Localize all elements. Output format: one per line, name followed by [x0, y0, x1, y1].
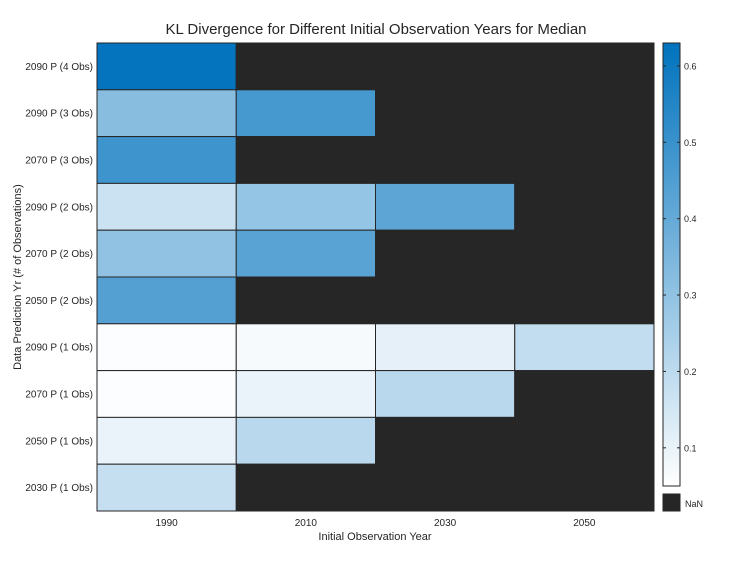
- x-tick-label: 1990: [156, 518, 179, 529]
- heatmap-cell-nan: [375, 463, 516, 512]
- heatmap-cell-nan: [514, 89, 655, 138]
- heatmap-cell: [96, 323, 237, 372]
- heatmap-cell-nan: [514, 182, 655, 231]
- heatmap-cell-nan: [514, 276, 655, 325]
- colorbar-tick-label: 0.5: [684, 138, 697, 148]
- heatmap-cell: [235, 229, 376, 278]
- heatmap-cell: [96, 42, 237, 91]
- heatmap-cell: [514, 323, 655, 372]
- heatmap-cell-nan: [514, 136, 655, 184]
- heatmap-cell: [96, 463, 237, 512]
- colorbar-tick-label: 0.2: [684, 367, 697, 377]
- heatmap-cell: [235, 370, 376, 418]
- heatmap-cell-nan: [375, 89, 516, 138]
- heatmap-cell: [235, 416, 376, 465]
- colorbar-tick-label: 0.4: [684, 214, 697, 224]
- colorbar-tick-label: 0.1: [684, 443, 697, 453]
- heatmap-cell-nan: [514, 463, 655, 512]
- heatmap-cell-nan: [235, 136, 376, 184]
- heatmap-cell: [375, 370, 516, 418]
- heatmap-cell: [235, 323, 376, 372]
- heatmap-cell-nan: [235, 463, 376, 512]
- y-tick-label: 2090 P (4 Obs): [25, 62, 93, 73]
- heatmap-cell: [375, 182, 516, 231]
- heatmap-cell-nan: [514, 416, 655, 465]
- heatmap-cell-nan: [375, 229, 516, 278]
- y-tick-label: 2030 P (1 Obs): [25, 483, 93, 494]
- nan-legend-label: NaN: [685, 499, 703, 509]
- y-axis-label: Data Prediction Yr (# of Observations): [12, 184, 24, 370]
- y-tick-label: 2090 P (3 Obs): [25, 109, 93, 120]
- heatmap-cell: [96, 89, 237, 138]
- heatmap-cell: [235, 182, 376, 231]
- heatmap-cell-nan: [375, 136, 516, 184]
- nan-legend-swatch: [662, 493, 681, 512]
- heatmap-cell: [96, 182, 237, 231]
- heatmap-cell: [375, 323, 516, 372]
- heatmap-cells: [96, 42, 655, 512]
- chart-title: KL Divergence for Different Initial Obse…: [165, 21, 586, 38]
- y-tick-label: 2090 P (2 Obs): [25, 202, 93, 213]
- x-axis-tick-labels: 1990 2010 2030 2050: [156, 518, 596, 529]
- colorbar: [662, 42, 681, 487]
- y-axis-tick-labels: 2090 P (4 Obs) 2090 P (3 Obs) 2070 P (3 Ob…: [25, 62, 93, 494]
- colorbar-tick-label: 0.6: [684, 61, 697, 71]
- y-tick-label: 2070 P (3 Obs): [25, 156, 93, 167]
- y-tick-label: 2090 P (1 Obs): [25, 343, 93, 354]
- heatmap-cell-nan: [375, 276, 516, 325]
- colorbar-tick-label: 0.3: [684, 291, 697, 301]
- y-tick-label: 2050 P (1 Obs): [25, 436, 93, 447]
- heatmap-cell-nan: [235, 276, 376, 325]
- heatmap-cell-nan: [235, 42, 376, 91]
- x-axis-label: Initial Observation Year: [318, 531, 431, 543]
- heatmap-cell-nan: [375, 42, 516, 91]
- y-tick-label: 2070 P (1 Obs): [25, 390, 93, 401]
- heatmap-cell: [96, 370, 237, 418]
- heatmap-cell-nan: [375, 416, 516, 465]
- plot-frame: [96, 42, 655, 512]
- heatmap-cell: [235, 89, 376, 138]
- heatmap-cell-nan: [514, 370, 655, 418]
- heatmap-cell: [96, 276, 237, 325]
- heatmap-cell-nan: [514, 42, 655, 91]
- x-tick-label: 2030: [434, 518, 457, 529]
- heatmap-cell: [96, 136, 237, 184]
- y-tick-label: 2070 P (2 Obs): [25, 249, 93, 260]
- colorbar-tick-labels: 0.1 0.2 0.3 0.4 0.5 0.6: [663, 61, 697, 453]
- x-tick-label: 2050: [573, 518, 596, 529]
- y-tick-label: 2050 P (2 Obs): [25, 296, 93, 307]
- heatmap-cell: [96, 416, 237, 465]
- x-tick-label: 2010: [295, 518, 318, 529]
- heatmap-cell-nan: [514, 229, 655, 278]
- heatmap-cell: [96, 229, 237, 278]
